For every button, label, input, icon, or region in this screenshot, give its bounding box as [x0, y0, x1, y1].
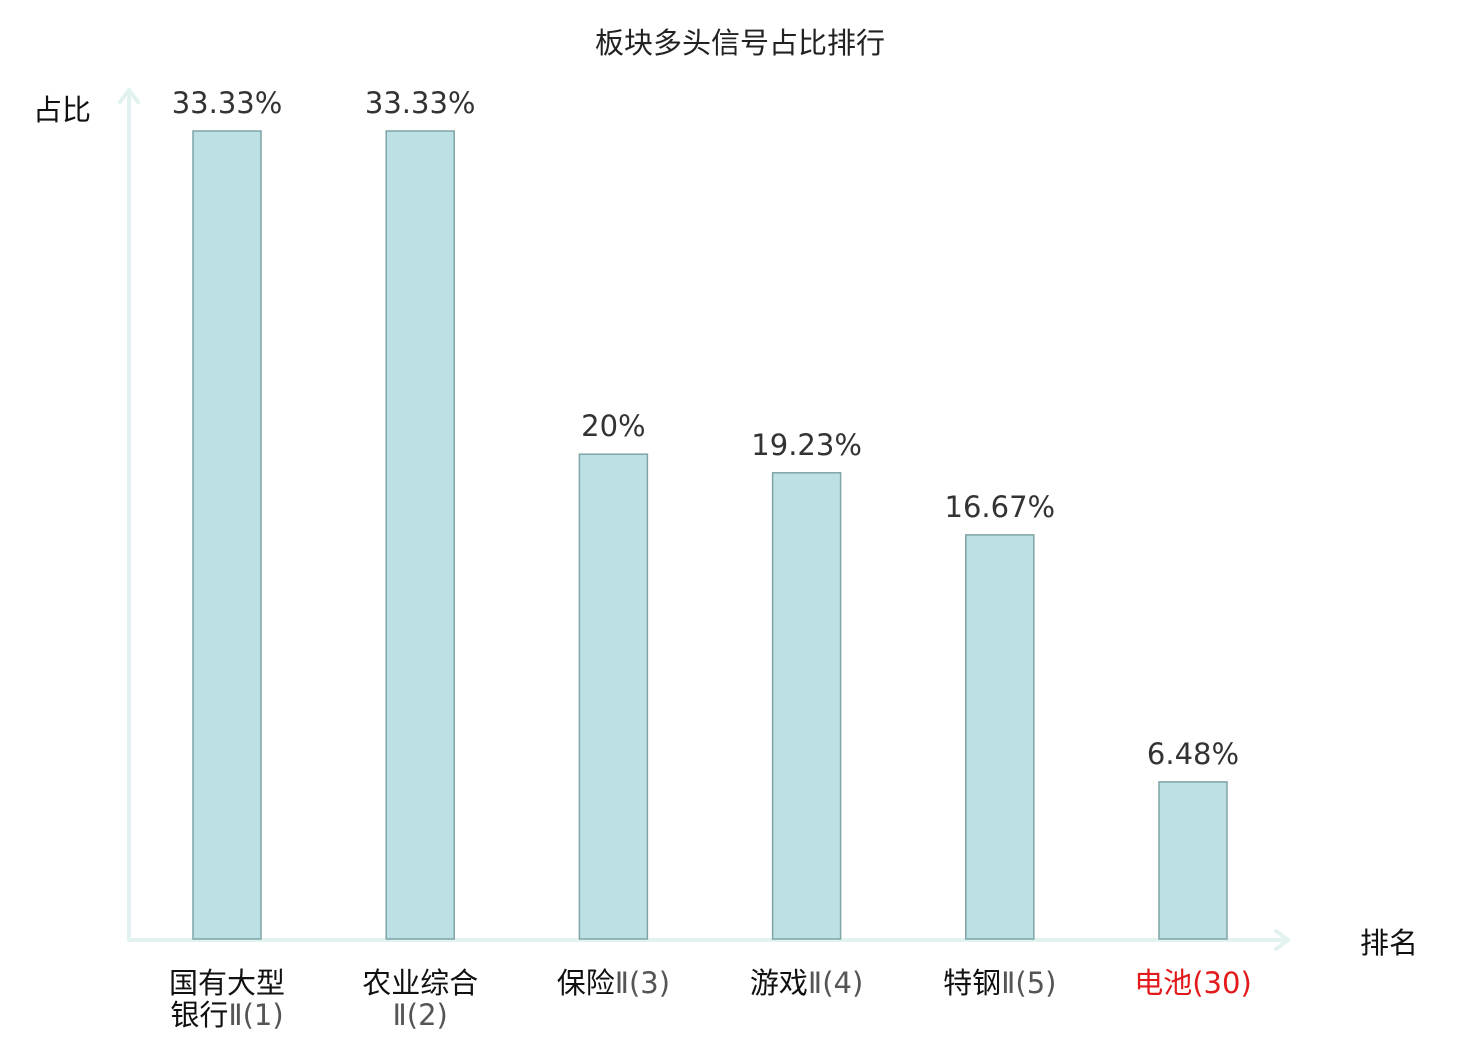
bar-1: [385, 130, 455, 940]
category-rank-0: Ⅱ(1): [228, 998, 283, 1032]
chart-title: 板块多头信号占比排行: [595, 26, 885, 60]
category-name-3-0: 游戏: [750, 966, 808, 1000]
bar-2: [578, 453, 649, 940]
value-label-3: 19.23%: [751, 428, 862, 462]
category-name-4-0: 特钢: [943, 966, 1001, 1000]
category-rank-5: (30): [1192, 966, 1252, 1000]
bars-group: [192, 130, 1228, 940]
bar-0: [192, 130, 262, 940]
category-label-5: 电池(30): [1134, 966, 1252, 1000]
bar-4: [965, 534, 1035, 940]
bar-3: [771, 472, 842, 940]
value-labels-group: 33.33% 33.33% 20% 19.23% 16.67% 6.48%: [172, 86, 1239, 771]
category-name-5-0: 电池: [1134, 966, 1192, 1000]
value-label-5: 6.48%: [1147, 737, 1239, 771]
y-axis-arrow: [118, 88, 140, 104]
value-label-0: 33.33%: [172, 86, 283, 120]
y-axis-title: 占比: [33, 93, 91, 127]
x-axis-arrow: [1274, 929, 1290, 951]
bar-5: [1158, 781, 1228, 940]
category-name-2-0: 保险: [557, 966, 615, 1000]
category-label-1: 农业综合 Ⅱ(2): [362, 966, 478, 1032]
value-label-2: 20%: [581, 409, 645, 443]
value-label-1: 33.33%: [365, 86, 476, 120]
category-name-0-0: 国有大型: [169, 966, 285, 1000]
category-name-1-0: 农业综合: [362, 966, 478, 1000]
category-label-4: 特钢Ⅱ(5): [943, 966, 1056, 1000]
category-name-0-1: 银行: [170, 998, 228, 1032]
category-rank-3: Ⅱ(4): [808, 966, 863, 1000]
category-label-0: 国有大型银行Ⅱ(1): [169, 966, 285, 1032]
category-rank-4: Ⅱ(5): [1001, 966, 1056, 1000]
x-axis-title: 排名: [1360, 926, 1418, 960]
value-label-4: 16.67%: [945, 490, 1056, 524]
category-labels-group: 国有大型银行Ⅱ(1) 农业综合 Ⅱ(2) 保险Ⅱ(3) 游戏Ⅱ(4) 特钢Ⅱ(5) 电池(3…: [169, 966, 1252, 1032]
category-label-2: 保险Ⅱ(3): [557, 966, 670, 1000]
category-rank-2: Ⅱ(3): [615, 966, 670, 1000]
category-rank-1: Ⅱ(2): [393, 998, 448, 1032]
category-label-3: 游戏Ⅱ(4): [750, 966, 863, 1000]
